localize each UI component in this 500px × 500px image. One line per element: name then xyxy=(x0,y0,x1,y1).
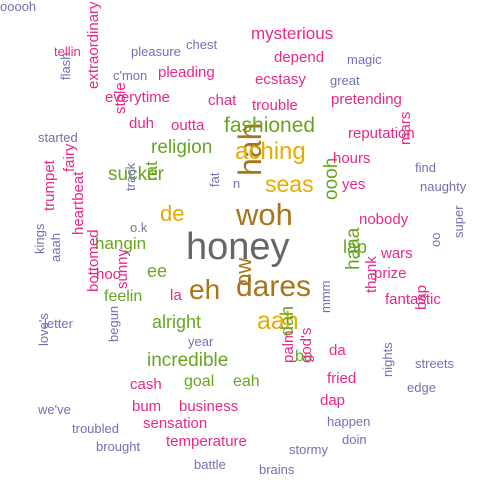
word-extraordinary: extraordinary xyxy=(85,1,102,89)
word-naughty: naughty xyxy=(420,179,467,194)
word-fried: fried xyxy=(327,370,357,387)
word-ow: ow xyxy=(231,257,256,286)
word-brought: brought xyxy=(96,439,141,454)
word-fantastic: fantastic xyxy=(385,291,441,308)
word-magic: magic xyxy=(347,52,382,67)
word-de: de xyxy=(160,201,185,226)
word-c-mon: c'mon xyxy=(113,68,148,83)
word-pleading: pleading xyxy=(158,64,215,81)
word-thank: thank xyxy=(363,256,380,293)
word-nights: nights xyxy=(380,342,395,377)
word-mmm: mmm xyxy=(318,280,333,314)
word-woh: woh xyxy=(236,197,293,232)
word-heartbeat: heartbeat xyxy=(70,171,87,235)
word-depend: depend xyxy=(274,49,325,66)
word-prize: prize xyxy=(374,265,407,282)
word-rat: rat xyxy=(142,161,161,181)
word-tellin: tellin xyxy=(54,44,81,59)
word-doin: doin xyxy=(342,432,367,447)
word-aching: aching xyxy=(235,138,306,165)
word-great: great xyxy=(330,73,360,88)
word-chest: chest xyxy=(186,37,218,52)
word-honey: honey xyxy=(186,226,290,268)
word-ba: ba xyxy=(295,348,313,365)
word-aah: aah xyxy=(257,307,299,335)
word-hangin: hangin xyxy=(95,234,147,253)
word-seas: seas xyxy=(265,171,314,197)
word-nobody: nobody xyxy=(359,211,409,228)
word-lap: lap xyxy=(343,237,368,257)
word-fashioned: fashioned xyxy=(224,114,316,137)
word-cash: cash xyxy=(130,376,162,393)
word-mysterious: mysterious xyxy=(251,24,334,43)
word-happen: happen xyxy=(327,414,371,429)
word-year: year xyxy=(188,334,214,349)
word-la: la xyxy=(170,287,182,304)
word-eh: eh xyxy=(189,274,221,305)
word-dares: dares xyxy=(236,270,312,303)
word-palm: palm xyxy=(280,330,297,363)
word-bum: bum xyxy=(132,398,162,415)
word-hoo: hoo xyxy=(96,266,122,283)
word-ooooh: ooooh xyxy=(0,0,37,14)
word-temperature: temperature xyxy=(166,433,247,450)
word-super: super xyxy=(451,205,466,238)
word-sensation: sensation xyxy=(143,415,208,432)
word-troubled: troubled xyxy=(72,421,119,436)
word-fat: fat xyxy=(207,172,222,187)
word-ee: ee xyxy=(147,261,168,281)
word-eah: eah xyxy=(233,373,260,390)
word-trumpet: trumpet xyxy=(41,160,58,211)
word-brains: brains xyxy=(259,462,295,477)
word-incredible: incredible xyxy=(147,350,229,371)
word-edge: edge xyxy=(407,380,436,395)
word-bap: bap xyxy=(413,284,430,310)
word-feelin: feelin xyxy=(104,288,143,305)
word-fairy: fairy xyxy=(61,143,78,172)
word-flash: flash xyxy=(58,52,73,80)
word-sunny: sunny xyxy=(114,248,131,289)
word-everytime: everytime xyxy=(105,89,171,106)
word-wars: wars xyxy=(381,245,413,262)
word-pleasure: pleasure xyxy=(131,44,181,59)
word-duh: duh xyxy=(129,115,155,132)
word-business: business xyxy=(179,398,239,415)
word-bottomed: bottomed xyxy=(85,229,102,292)
word-pretending: pretending xyxy=(331,91,402,108)
word-oo: oo xyxy=(428,232,443,247)
word-love-s: love's xyxy=(36,313,51,346)
word-begun: begun xyxy=(106,305,121,342)
word-sucker: sucker xyxy=(108,164,164,185)
word-god-s: god's xyxy=(298,327,315,363)
word-stormy: stormy xyxy=(289,442,328,457)
word-o-k: o.k xyxy=(130,220,148,235)
word-ecstasy: ecstasy xyxy=(255,71,306,88)
word-n: n xyxy=(233,176,241,191)
word-religion: religion xyxy=(151,137,213,158)
word-we-ve: we've xyxy=(38,402,71,417)
word-chat: chat xyxy=(208,92,237,109)
word-goal: goal xyxy=(184,373,215,390)
word-da: da xyxy=(329,342,346,359)
word-mars: mars xyxy=(397,111,414,145)
word-battle: battle xyxy=(194,457,226,472)
word-trouble: trouble xyxy=(252,97,298,114)
word-letter: letter xyxy=(44,316,73,331)
word-started: started xyxy=(38,130,78,145)
word-track: track xyxy=(123,162,138,191)
word-yes: yes xyxy=(342,176,366,193)
word-stole: stole xyxy=(112,82,129,114)
word-aaah: aaah xyxy=(48,233,63,262)
word-kings: kings xyxy=(32,223,47,254)
word-dap: dap xyxy=(320,392,346,409)
word-streets: streets xyxy=(415,356,455,371)
word-hours: hours xyxy=(333,150,371,167)
word-alright: alright xyxy=(152,312,202,332)
word-outta: outta xyxy=(171,117,205,134)
word-reputation: reputation xyxy=(348,125,415,142)
word-find: find xyxy=(415,160,436,175)
